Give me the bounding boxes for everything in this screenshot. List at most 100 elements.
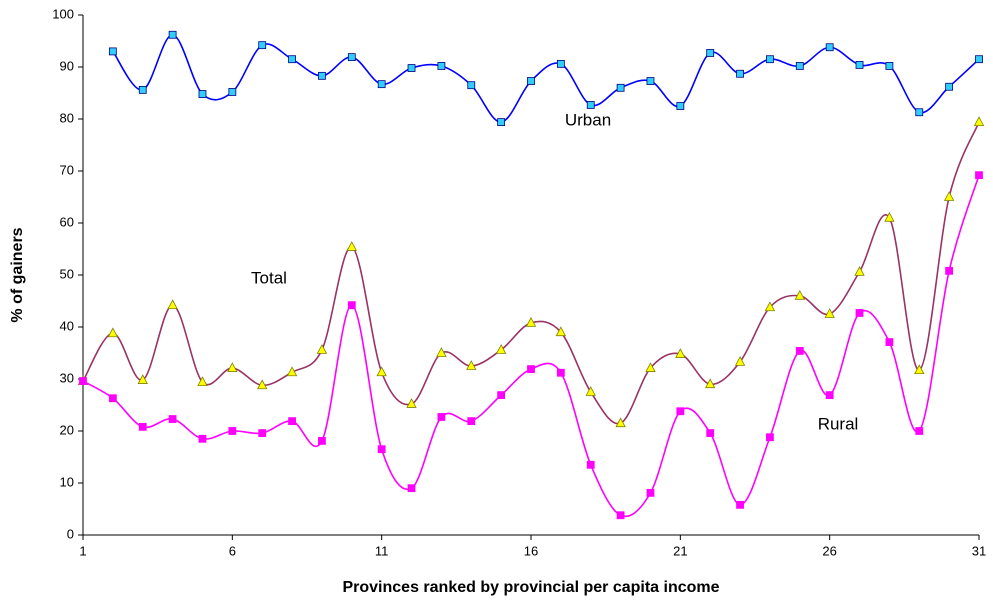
y-tick-label: 40: [60, 318, 74, 333]
marker: [495, 344, 507, 354]
marker: [288, 55, 296, 64]
marker: [108, 394, 117, 403]
marker: [466, 360, 477, 370]
x-tick-label: 6: [229, 543, 236, 558]
marker: [734, 355, 746, 366]
series-label: Total: [251, 268, 287, 287]
y-tick-label: 20: [60, 422, 74, 437]
x-tick-label: 21: [673, 543, 687, 558]
y-axis-title: % of gainers: [9, 227, 26, 322]
marker: [137, 374, 148, 384]
marker: [885, 338, 894, 346]
marker: [108, 47, 117, 56]
marker: [555, 326, 567, 337]
y-tick-label: 100: [52, 6, 74, 21]
marker: [347, 53, 356, 62]
y-tick-label: 0: [67, 526, 74, 541]
marker: [377, 80, 386, 89]
marker: [437, 62, 446, 70]
marker: [527, 365, 535, 374]
marker: [168, 30, 177, 39]
marker: [197, 376, 208, 387]
marker: [436, 347, 447, 357]
marker: [258, 41, 267, 50]
marker: [168, 415, 177, 423]
marker: [556, 59, 565, 68]
marker: [228, 88, 237, 96]
marker: [525, 316, 537, 327]
marker: [914, 364, 925, 375]
marker: [825, 391, 834, 400]
marker: [437, 413, 446, 421]
marker: [764, 301, 776, 312]
marker: [107, 327, 119, 338]
marker: [675, 348, 686, 358]
marker: [586, 460, 595, 469]
y-tick-label: 10: [60, 474, 74, 489]
marker: [824, 308, 835, 318]
marker: [198, 434, 207, 443]
marker: [945, 82, 954, 91]
series-label: Rural: [818, 414, 859, 433]
marker: [794, 289, 805, 300]
x-axis-title: Provinces ranked by provincial per capit…: [342, 579, 719, 596]
marker: [766, 55, 774, 64]
marker: [706, 429, 715, 437]
marker: [945, 266, 954, 275]
y-tick-label: 50: [60, 266, 74, 281]
y-tick-label: 30: [60, 370, 74, 385]
marker: [497, 118, 506, 127]
y-tick-label: 90: [60, 58, 74, 73]
y-tick-label: 60: [60, 214, 74, 229]
marker: [705, 378, 716, 389]
marker: [766, 433, 774, 442]
marker: [227, 362, 238, 372]
marker: [736, 500, 744, 509]
marker: [347, 301, 356, 310]
marker: [885, 62, 894, 70]
x-tick-label: 11: [375, 543, 389, 558]
marker: [855, 309, 864, 317]
marker: [854, 266, 865, 276]
y-tick-label: 80: [60, 110, 74, 125]
x-tick-label: 16: [524, 543, 538, 558]
y-tick-label: 70: [60, 162, 74, 177]
marker: [138, 85, 147, 94]
marker: [497, 391, 506, 400]
marker: [975, 55, 983, 64]
marker: [616, 511, 625, 520]
marker: [646, 77, 655, 85]
marker: [318, 71, 326, 80]
marker: [406, 398, 417, 408]
marker: [615, 417, 626, 428]
marker: [167, 299, 178, 310]
marker: [228, 427, 237, 435]
marker: [407, 484, 416, 493]
marker: [855, 61, 864, 69]
marker: [318, 436, 326, 445]
marker: [676, 407, 685, 416]
marker: [973, 116, 985, 127]
marker: [79, 377, 87, 385]
marker: [257, 379, 268, 390]
marker: [646, 488, 655, 497]
marker: [288, 417, 296, 426]
marker: [467, 81, 476, 90]
series-line: [112, 33, 980, 123]
x-tick-label: 26: [822, 543, 836, 558]
marker: [585, 386, 596, 396]
series-line: [82, 121, 980, 425]
marker: [736, 69, 744, 78]
marker: [286, 366, 298, 377]
marker: [198, 90, 207, 98]
marker: [795, 347, 804, 355]
marker: [377, 445, 386, 454]
marker: [316, 344, 328, 354]
marker: [645, 362, 656, 372]
series-line: [82, 174, 980, 518]
marker: [975, 171, 983, 180]
marker: [915, 108, 924, 117]
marker: [258, 429, 267, 437]
